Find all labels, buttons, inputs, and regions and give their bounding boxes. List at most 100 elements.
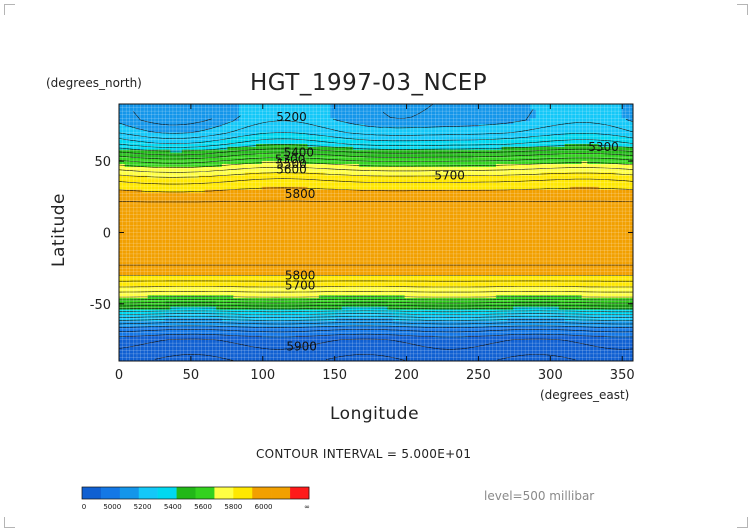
field-cell <box>461 209 468 214</box>
field-cell <box>341 255 349 259</box>
field-cell <box>233 232 240 236</box>
field-cell <box>450 181 457 185</box>
field-cell <box>495 141 503 145</box>
field-cell <box>421 169 428 174</box>
field-cell <box>204 189 211 194</box>
field-cell <box>267 223 274 228</box>
field-cell <box>261 223 269 228</box>
field-cell <box>278 232 286 236</box>
field-cell <box>581 121 588 125</box>
field-cell <box>347 206 354 211</box>
field-cell <box>433 169 440 174</box>
field-cell <box>467 149 474 154</box>
field-cell <box>450 221 457 225</box>
field-cell <box>461 178 468 182</box>
field-cell <box>193 104 200 108</box>
field-cell <box>558 178 566 182</box>
field-cell <box>404 252 411 256</box>
field-cell <box>353 209 360 214</box>
field-cell <box>621 252 628 256</box>
field-cell <box>404 235 411 239</box>
field-cell <box>290 132 297 137</box>
field-cell <box>370 203 377 208</box>
field-cell <box>278 141 286 145</box>
field-cell <box>575 149 583 154</box>
field-cell <box>513 178 520 182</box>
field-cell <box>193 132 200 137</box>
field-cell <box>490 132 497 137</box>
field-cell <box>119 206 126 211</box>
field-cell <box>575 192 583 196</box>
field-cell <box>221 189 229 194</box>
field-cell <box>261 123 269 128</box>
field-cell <box>518 161 526 165</box>
field-cell <box>301 166 309 171</box>
field-cell <box>427 112 434 117</box>
field-cell <box>513 146 520 151</box>
field-cell <box>216 121 223 125</box>
field-cell <box>558 189 566 194</box>
field-cell <box>256 146 263 151</box>
field-cell <box>387 183 394 188</box>
field-cell <box>501 198 508 202</box>
field-cell <box>621 243 628 248</box>
field-cell <box>501 172 508 176</box>
field-cell <box>558 249 566 254</box>
field-cell <box>296 126 303 131</box>
field-cell <box>484 246 491 251</box>
field-cell <box>267 121 274 125</box>
field-cell <box>438 235 446 239</box>
field-cell <box>141 106 149 111</box>
field-cell <box>547 255 554 259</box>
field-cell <box>581 109 588 114</box>
field-cell <box>433 123 440 128</box>
field-cell <box>593 183 600 188</box>
field-cell <box>376 169 383 174</box>
field-cell <box>427 246 434 251</box>
field-cell <box>376 221 383 225</box>
field-cell <box>490 226 497 231</box>
field-cell <box>541 221 548 225</box>
field-cell <box>387 135 394 139</box>
field-cell <box>410 203 417 208</box>
field-cell <box>210 261 217 265</box>
field-cell <box>193 223 200 228</box>
field-cell <box>227 195 234 199</box>
field-cell <box>244 146 251 151</box>
field-cell <box>627 226 633 231</box>
field-cell <box>364 158 371 162</box>
field-cell <box>467 249 474 254</box>
field-cell <box>455 223 463 228</box>
field-cell <box>587 178 594 182</box>
field-cell <box>478 235 486 239</box>
field-cell <box>330 212 337 216</box>
field-cell <box>296 252 303 256</box>
field-cell <box>535 203 543 208</box>
field-cell <box>495 161 503 165</box>
field-cell <box>273 118 280 122</box>
field-cell <box>433 235 440 239</box>
field-cell <box>530 238 537 242</box>
field-cell <box>353 152 360 156</box>
field-cell <box>621 181 628 185</box>
field-cell <box>204 229 211 234</box>
field-cell <box>467 218 474 222</box>
field-cell <box>233 146 240 151</box>
field-cell <box>164 232 171 236</box>
field-cell <box>501 146 508 151</box>
field-cell <box>530 112 537 117</box>
field-cell <box>136 141 143 145</box>
field-cell <box>238 149 246 154</box>
field-cell <box>170 218 177 222</box>
field-cell <box>518 138 526 142</box>
field-cell <box>153 126 160 131</box>
field-cell <box>615 243 623 248</box>
field-cell <box>307 146 314 151</box>
field-cell <box>124 229 132 234</box>
field-cell <box>427 249 434 254</box>
field-cell <box>256 218 263 222</box>
field-cell <box>370 235 377 239</box>
field-cell <box>433 129 440 134</box>
field-cell <box>250 129 257 134</box>
field-cell <box>598 209 606 214</box>
